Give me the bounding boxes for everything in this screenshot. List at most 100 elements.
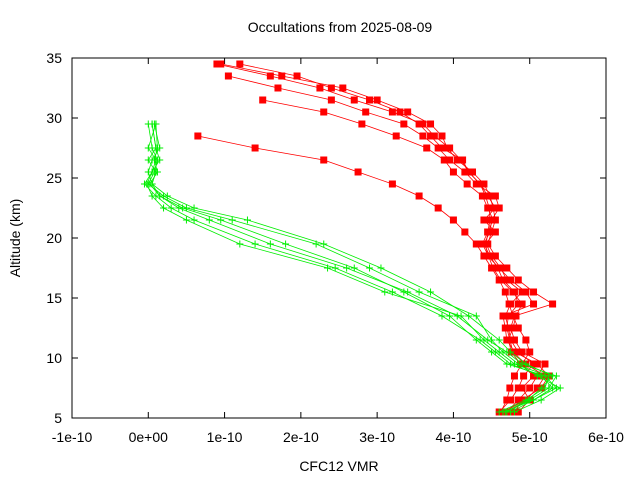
data-point: [495, 336, 503, 344]
data-point: [190, 216, 198, 224]
data-point: [190, 204, 198, 212]
data-point: [524, 396, 532, 404]
data-point: [552, 384, 560, 392]
data-point: [514, 324, 522, 332]
data-point: [507, 276, 515, 284]
data-point: [400, 120, 408, 128]
x-tick-label: 4e-10: [436, 429, 472, 445]
data-point: [274, 84, 282, 92]
data-point: [446, 144, 454, 152]
data-point: [266, 240, 274, 248]
y-tick-label: 35: [46, 50, 62, 66]
data-point: [485, 252, 493, 260]
data-point: [530, 300, 538, 308]
data-point: [494, 264, 502, 272]
data-point: [472, 240, 480, 248]
profile-group-green: [140, 120, 564, 416]
data-point: [514, 300, 522, 308]
data-point: [153, 168, 161, 176]
data-point: [518, 396, 526, 404]
data-point: [480, 180, 488, 188]
data-point: [331, 264, 339, 272]
data-point: [427, 120, 435, 128]
data-point: [512, 312, 520, 320]
data-point: [150, 120, 158, 128]
data-point: [510, 336, 518, 344]
x-tick-label: 5e-10: [512, 429, 548, 445]
data-point: [213, 60, 221, 68]
data-point: [503, 264, 511, 272]
data-point: [251, 144, 259, 152]
data-point: [194, 132, 202, 140]
data-point: [549, 300, 557, 308]
data-point: [354, 168, 362, 176]
data-point: [484, 192, 492, 200]
data-point: [327, 96, 335, 104]
chart-title: Occultations from 2025-08-09: [248, 19, 433, 35]
data-point: [415, 192, 423, 200]
data-point: [480, 252, 488, 260]
x-tick-label: 1e-10: [207, 429, 243, 445]
data-point: [457, 312, 465, 320]
data-point: [509, 324, 517, 332]
data-point: [446, 312, 454, 320]
x-axis-label: CFC12 VMR: [299, 458, 378, 474]
data-point: [381, 288, 389, 296]
data-point: [501, 408, 509, 416]
y-axis-label: Altitude (km): [7, 199, 23, 278]
data-point: [293, 72, 301, 80]
data-point: [522, 336, 530, 344]
x-tick-label: 3e-10: [359, 429, 395, 445]
data-point: [320, 108, 328, 116]
axis-ticks: -1e-10 0e+00 1e-10 2e-10 3e-10 4e-10 5e-10 6e-1…: [46, 50, 624, 445]
data-point: [488, 348, 496, 356]
data-point: [514, 396, 522, 404]
data-point: [495, 204, 503, 212]
y-tick-label: 15: [46, 290, 62, 306]
data-point: [251, 240, 259, 248]
data-point: [530, 288, 538, 296]
data-point: [419, 120, 427, 128]
data-point: [489, 216, 497, 224]
data-point: [507, 396, 515, 404]
profile-line: [216, 63, 550, 413]
data-point: [427, 132, 435, 140]
data-point: [339, 84, 347, 92]
data-point: [148, 156, 156, 164]
x-tick-label: 6e-10: [588, 429, 624, 445]
data-point: [541, 360, 549, 368]
profile-group-red: [194, 60, 557, 416]
data-point: [491, 228, 499, 236]
data-point: [438, 144, 446, 152]
data-point: [224, 72, 232, 80]
data-point: [495, 348, 503, 356]
data-point: [392, 132, 400, 140]
data-point: [377, 264, 385, 272]
data-point: [484, 228, 492, 236]
x-tick-label: -1e-10: [52, 429, 93, 445]
data-point: [415, 288, 423, 296]
data-point: [503, 276, 511, 284]
data-point: [440, 156, 448, 164]
data-point: [504, 336, 512, 344]
data-point: [167, 204, 175, 212]
data-point: [491, 252, 499, 260]
data-point: [478, 192, 486, 200]
data-point: [217, 60, 225, 68]
data-point: [514, 348, 522, 356]
data-point: [434, 144, 442, 152]
data-point: [503, 360, 511, 368]
data-point: [509, 288, 517, 296]
plot-area: [140, 60, 564, 416]
data-point: [282, 240, 290, 248]
data-point: [327, 84, 335, 92]
profile-line: [220, 63, 554, 413]
data-point: [488, 336, 496, 344]
data-point: [446, 156, 454, 164]
data-point: [503, 324, 511, 332]
data-point: [362, 108, 370, 116]
data-point: [518, 384, 526, 392]
